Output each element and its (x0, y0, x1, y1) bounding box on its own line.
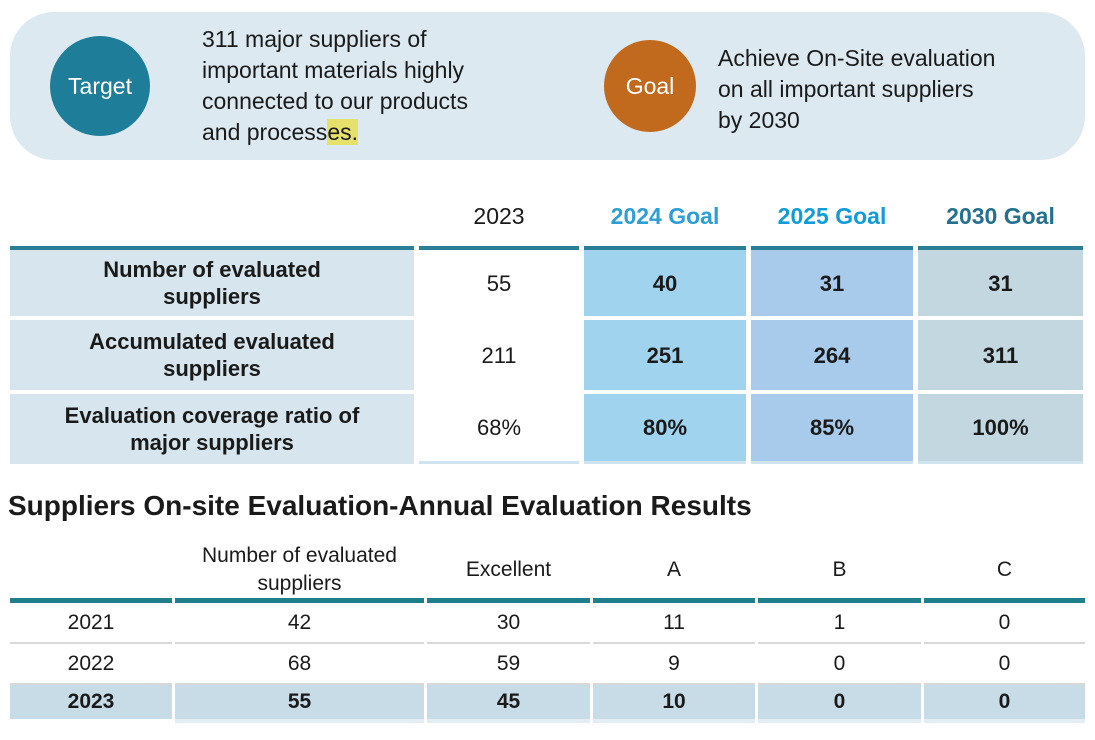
table-cell: 31 (918, 246, 1083, 316)
table-cell: 0 (924, 603, 1085, 644)
table-cell: 100% (918, 394, 1083, 464)
table-cell: 11 (593, 603, 755, 644)
goal-line-3: by 2030 (718, 106, 800, 133)
highlighted-text: es. (327, 119, 358, 145)
table-cell: 1 (758, 603, 921, 644)
results-header-evaluated-suppliers: Number of evaluated suppliers (175, 541, 424, 603)
row-label-line: Evaluation coverage ratio of (64, 403, 360, 428)
row-label-line: Accumulated evaluated (89, 329, 335, 354)
year-cell: 2022 (10, 644, 172, 685)
row-label-accumulated-evaluated: Accumulated evaluated suppliers (10, 320, 414, 390)
table-cell: 10 (593, 685, 755, 723)
table-cell: 0 (758, 685, 921, 723)
goals-header-empty (10, 190, 414, 242)
table-cell: 68% (419, 394, 579, 464)
results-header-empty (10, 541, 172, 603)
row-label-line: suppliers (163, 356, 261, 381)
table-cell: 264 (751, 320, 913, 390)
table-cell: 0 (924, 685, 1085, 723)
table-cell: 0 (758, 644, 921, 685)
goals-header-2024-goal: 2024 Goal (610, 202, 720, 229)
goals-header-2030-goal: 2030 Goal (946, 202, 1055, 229)
table-cell: 31 (751, 246, 913, 316)
results-header-b: B (758, 541, 921, 603)
table-cell: 9 (593, 644, 755, 685)
section-title: Suppliers On-site Evaluation-Annual Eval… (8, 490, 752, 521)
table-cell: 311 (918, 320, 1083, 390)
goal-badge: Goal (604, 40, 696, 132)
table-cell: 42 (175, 603, 424, 644)
goal-description: Achieve On-Site evaluation on all import… (718, 37, 995, 136)
table-cell: 68 (175, 644, 424, 685)
supplier-goals-table: 2023 2024 Goal 2025 Goal 2030 Goal Numbe… (10, 190, 1083, 464)
goal-section: Goal Achieve On-Site evaluation on all i… (570, 12, 1085, 160)
target-goal-banner: Target 311 major suppliers of important … (10, 12, 1085, 160)
results-header-c: C (924, 541, 1085, 603)
table-cell: 55 (175, 685, 424, 723)
goals-header-2025-goal: 2025 Goal (777, 202, 887, 229)
header-line: Number of evaluated (202, 543, 397, 567)
table-cell: 30 (427, 603, 590, 644)
target-line-1: 311 major suppliers of (202, 26, 427, 52)
target-badge: Target (50, 36, 150, 136)
results-header-excellent: Excellent (427, 541, 590, 603)
row-label-number-evaluated: Number of evaluated suppliers (10, 246, 414, 316)
target-badge-label: Target (68, 72, 132, 99)
target-line-4: and processes. (202, 117, 468, 148)
table-cell: 80% (584, 394, 746, 464)
goal-badge-label: Goal (625, 72, 675, 99)
header-line: suppliers (257, 571, 342, 595)
table-cell: 40 (584, 246, 746, 316)
target-line-4-text: and process (202, 119, 328, 145)
table-cell: 251 (584, 320, 746, 390)
target-line-2: important materials highly (202, 57, 465, 83)
target-line-3: connected to our products (202, 88, 468, 114)
table-cell: 45 (427, 685, 590, 723)
row-label-coverage-ratio: Evaluation coverage ratio of major suppl… (10, 394, 414, 464)
table-cell: 0 (924, 644, 1085, 685)
target-section: Target 311 major suppliers of important … (10, 12, 570, 160)
goals-header-2023: 2023 (473, 202, 525, 229)
row-label-line: major suppliers (130, 430, 294, 455)
results-header-a: A (593, 541, 755, 603)
year-cell: 2021 (10, 603, 172, 644)
row-label-line: Number of evaluated (103, 257, 321, 282)
goal-line-1: Achieve On-Site evaluation (718, 44, 996, 71)
target-description: 311 major suppliers of important materia… (202, 24, 468, 148)
row-label-line: suppliers (163, 284, 261, 309)
table-cell: 59 (427, 644, 590, 685)
table-cell: 85% (751, 394, 913, 464)
year-cell-highlighted: 2023 (10, 685, 172, 723)
annual-results-table: Number of evaluated suppliers Excellent … (10, 541, 1085, 723)
table-cell: 55 (419, 246, 579, 316)
goal-line-2: on all important suppliers (718, 75, 974, 102)
table-cell: 211 (419, 320, 579, 390)
